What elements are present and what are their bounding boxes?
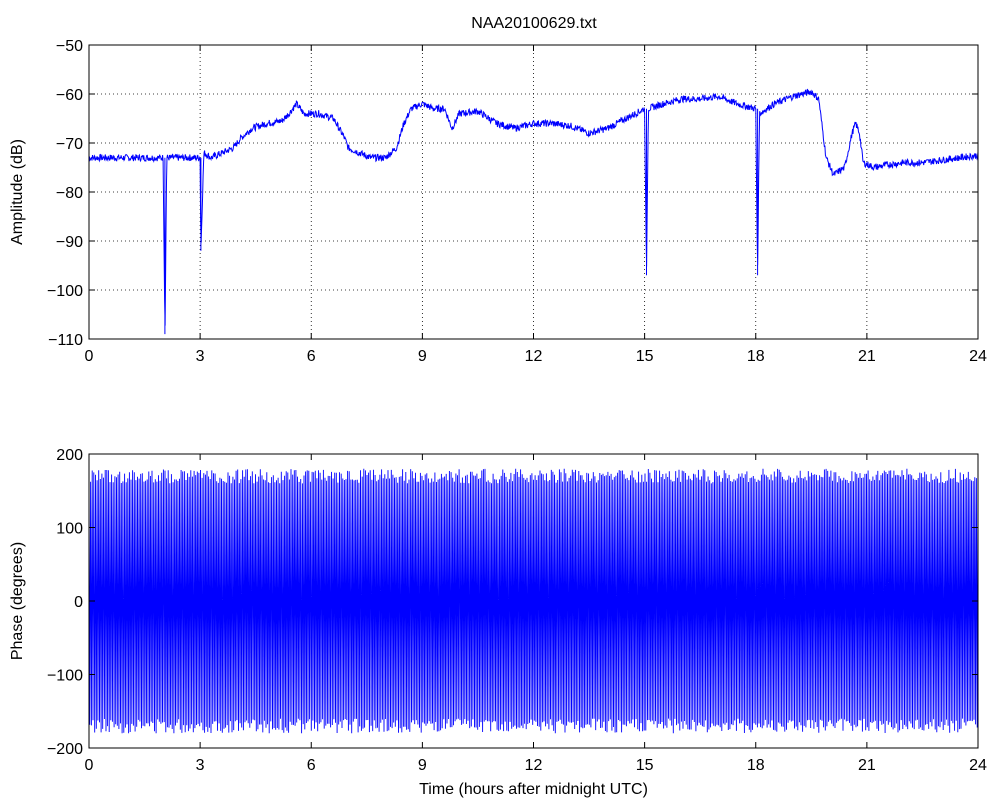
x-tick-label: 3 xyxy=(196,757,205,774)
y-tick-label: 0 xyxy=(74,594,83,611)
x-tick-label: 9 xyxy=(418,757,427,774)
y-tick-label: −100 xyxy=(47,283,83,300)
x-tick-label: 24 xyxy=(969,348,987,365)
y-tick-label: −100 xyxy=(47,668,83,685)
x-tick-label: 18 xyxy=(747,348,765,365)
y-tick-label: −70 xyxy=(56,136,83,153)
x-axis-label: Time (hours after midnight UTC) xyxy=(419,781,648,798)
y-tick-label: −110 xyxy=(48,332,83,349)
x-tick-label: 9 xyxy=(418,348,427,365)
phase-axes: 0 3 6 9 12 15 18 21 24 −200 −100 0 100 200 Phase (degr… xyxy=(9,447,987,798)
y-axis-label: Phase (degrees) xyxy=(9,542,26,660)
y-tick-label: −200 xyxy=(47,741,83,758)
x-tick-label: 12 xyxy=(525,348,543,365)
x-tick-label: 6 xyxy=(307,757,316,774)
x-tick-label: 24 xyxy=(969,757,987,774)
x-tick-label: 12 xyxy=(525,757,543,774)
y-tick-label: −80 xyxy=(56,185,83,202)
x-tick-label: 15 xyxy=(636,757,654,774)
x-tick-label: 21 xyxy=(858,348,876,365)
amplitude-axes: 0 3 6 9 12 15 18 21 24 −110 −100 −90 −80 −70 −60 −50 Amp… xyxy=(9,38,987,365)
x-tick-label: 15 xyxy=(636,348,654,365)
phase-series-line xyxy=(88,468,979,734)
y-tick-label: −50 xyxy=(56,38,83,55)
x-tick-label: 0 xyxy=(85,348,94,365)
y-tick-label: −90 xyxy=(56,234,83,251)
amplitude-series-line xyxy=(88,88,979,335)
x-tick-label: 0 xyxy=(85,757,94,774)
x-tick-label: 6 xyxy=(307,348,316,365)
y-tick-label: 200 xyxy=(56,447,83,464)
x-tick-label: 3 xyxy=(196,348,205,365)
y-axis-label: Amplitude (dB) xyxy=(9,139,26,245)
y-tick-label: 100 xyxy=(56,521,83,538)
figure-title: NAA20100629.txt xyxy=(471,15,597,32)
y-tick-label: −60 xyxy=(56,87,83,104)
x-tick-label: 18 xyxy=(747,757,765,774)
x-tick-label: 21 xyxy=(858,757,876,774)
